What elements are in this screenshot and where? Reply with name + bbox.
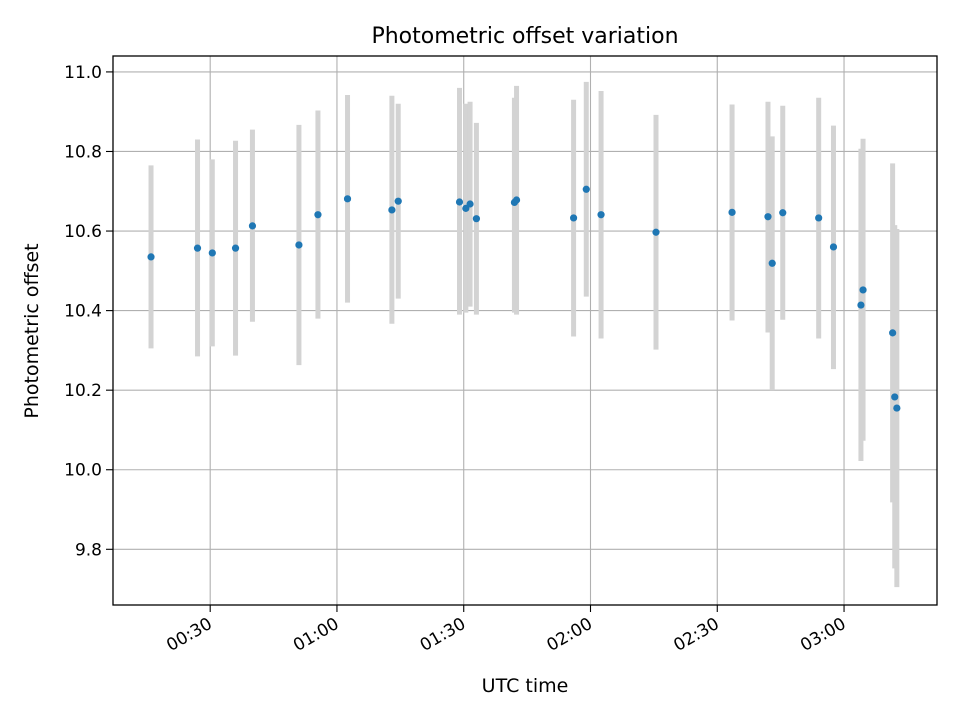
data-point (512, 196, 521, 204)
data-markers (147, 185, 901, 412)
data-point (728, 208, 736, 216)
data-point (466, 200, 474, 208)
data-point (857, 301, 865, 309)
y-tick-label: 10.6 (64, 222, 102, 242)
y-tick-label: 10.2 (64, 381, 102, 401)
data-point (208, 249, 216, 257)
data-point (248, 222, 257, 230)
plot-frame (112, 55, 938, 606)
data-point (582, 185, 590, 193)
data-point (815, 214, 823, 222)
y-tick-label: 10.8 (64, 142, 102, 162)
data-point (231, 244, 240, 252)
data-point (147, 253, 155, 261)
chart-title: Photometric offset variation (371, 24, 678, 49)
data-point (472, 215, 481, 223)
data-point (343, 195, 352, 203)
x-axis-label: UTC time (482, 675, 569, 697)
y-axis-label: Photometric offset (21, 243, 43, 418)
data-point (597, 211, 605, 219)
data-point (768, 259, 776, 267)
data-point (889, 329, 897, 337)
data-point (569, 214, 578, 222)
y-tick-label: 11.0 (64, 63, 102, 83)
y-tick-label: 9.8 (75, 540, 102, 560)
data-point (394, 197, 402, 205)
data-point (891, 393, 899, 401)
data-point (859, 286, 867, 294)
data-point (388, 206, 396, 214)
y-axis-ticks: 9.8 10.0 10.2 10.4 10.6 10.8 11.0 (64, 63, 113, 560)
data-point (779, 209, 787, 217)
y-tick-label: 10.4 (64, 302, 102, 322)
data-point (295, 241, 303, 249)
data-point (652, 228, 660, 236)
y-tick-label: 10.0 (64, 461, 102, 481)
data-point (314, 211, 322, 219)
data-point (829, 243, 838, 251)
data-point (193, 244, 202, 252)
data-point (893, 404, 901, 412)
data-point (764, 213, 772, 221)
data-point (455, 198, 464, 206)
